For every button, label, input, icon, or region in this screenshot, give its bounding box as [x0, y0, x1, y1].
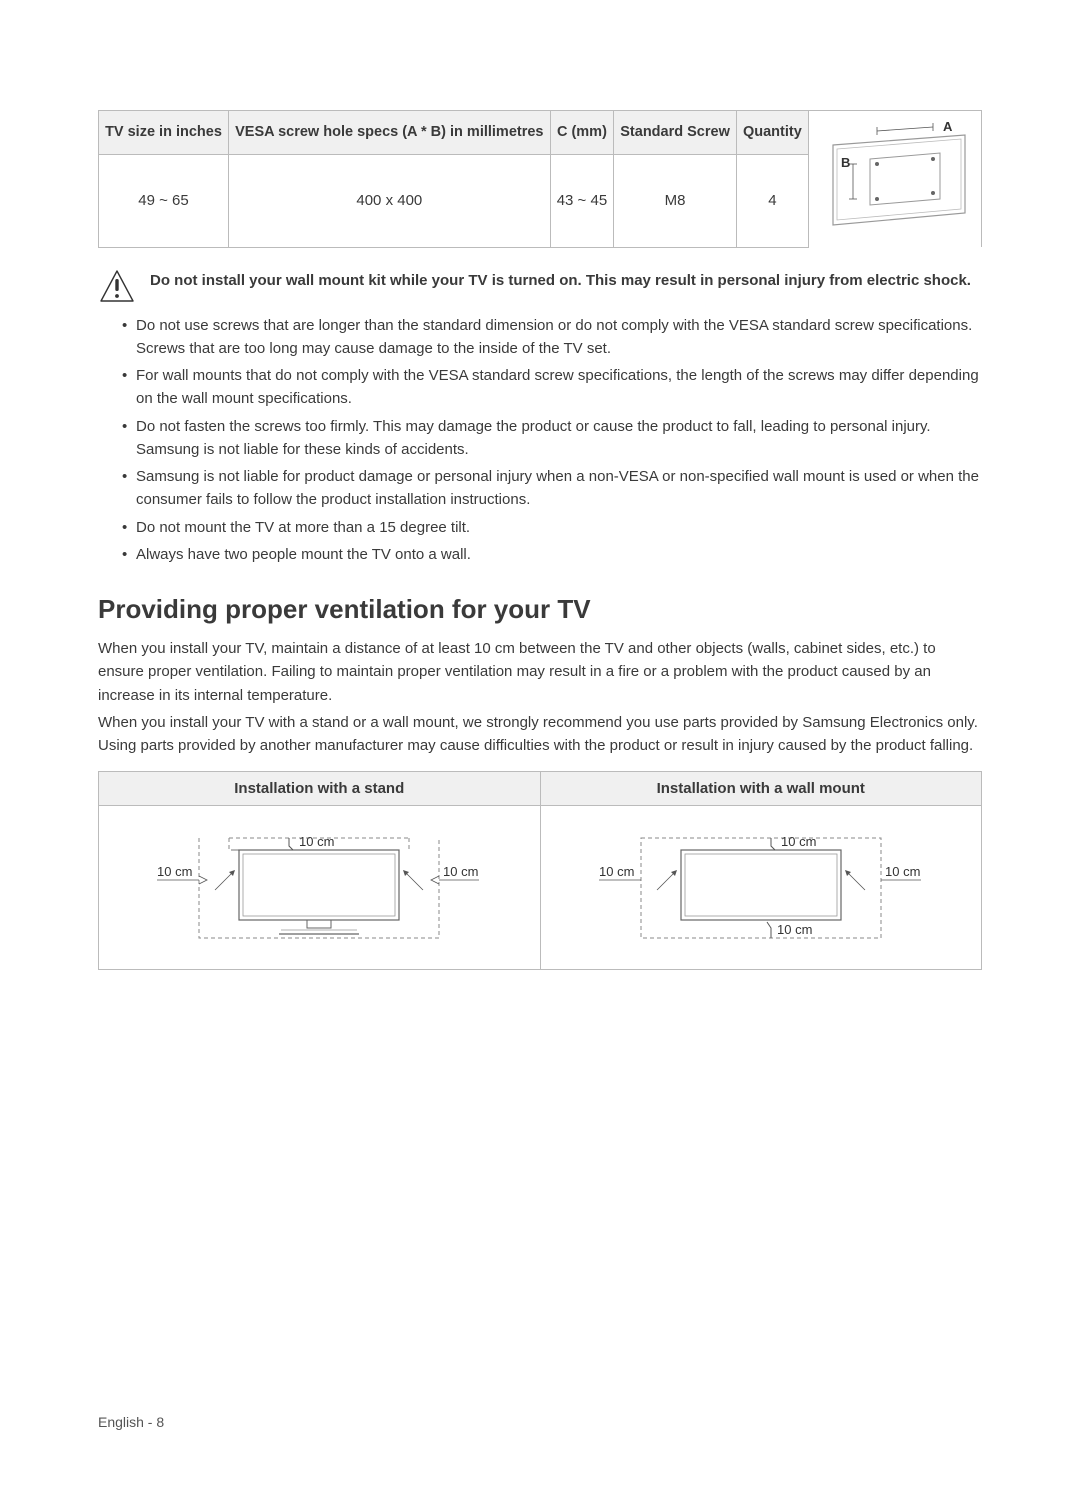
bullet-item: Always have two people mount the TV onto…	[122, 543, 982, 566]
th-tvsize: TV size in inches	[99, 111, 229, 155]
td-wallmount-diagram: 10 cm 10 cm 10 cm 10 cm	[540, 806, 982, 970]
th-cmm: C (mm)	[550, 111, 614, 155]
warning-icon	[98, 268, 136, 306]
td-cmm: 43 ~ 45	[550, 154, 614, 247]
th-diagram: A B	[808, 111, 981, 248]
page-footer: English - 8	[98, 1414, 164, 1430]
bullet-item: Do not mount the TV at more than a 15 de…	[122, 516, 982, 539]
diagram-label-b: B	[841, 155, 850, 170]
warning-text: Do not install your wall mount kit while…	[150, 268, 971, 293]
vesa-specs-table: TV size in inches VESA screw hole specs …	[98, 110, 982, 248]
ventilation-para1: When you install your TV, maintain a dis…	[98, 637, 982, 707]
warning-bullets: Do not use screws that are longer than t…	[98, 314, 982, 567]
th-wallmount: Installation with a wall mount	[540, 772, 982, 806]
td-standardscrew: M8	[614, 154, 737, 247]
diagram-label-a: A	[943, 119, 953, 134]
ventilation-heading: Providing proper ventilation for your TV	[98, 594, 982, 625]
svg-text:10 cm: 10 cm	[599, 864, 634, 879]
svg-text:10 cm: 10 cm	[777, 922, 812, 937]
td-tvsize: 49 ~ 65	[99, 154, 229, 247]
svg-text:10 cm: 10 cm	[157, 864, 192, 879]
th-quantity: Quantity	[736, 111, 808, 155]
td-stand-diagram: 10 cm 10 cm 10 cm	[99, 806, 541, 970]
stand-installation-diagram: 10 cm 10 cm 10 cm	[129, 820, 509, 950]
th-vesa: VESA screw hole specs (A * B) in millime…	[228, 111, 550, 155]
ventilation-para2: When you install your TV with a stand or…	[98, 711, 982, 758]
installation-table: Installation with a stand Installation w…	[98, 771, 982, 970]
bullet-item: Do not use screws that are longer than t…	[122, 314, 982, 361]
bullet-item: Do not fasten the screws too firmly. Thi…	[122, 415, 982, 462]
svg-text:10 cm: 10 cm	[443, 864, 478, 879]
vesa-diagram: A B	[815, 117, 975, 237]
wallmount-installation-diagram: 10 cm 10 cm 10 cm 10 cm	[571, 820, 951, 950]
svg-text:10 cm: 10 cm	[885, 864, 920, 879]
bullet-item: Samsung is not liable for product damage…	[122, 465, 982, 512]
th-standardscrew: Standard Screw	[614, 111, 737, 155]
bullet-item: For wall mounts that do not comply with …	[122, 364, 982, 411]
td-vesa: 400 x 400	[228, 154, 550, 247]
svg-text:10 cm: 10 cm	[781, 834, 816, 849]
warning-block: Do not install your wall mount kit while…	[98, 268, 982, 306]
th-stand: Installation with a stand	[99, 772, 541, 806]
td-quantity: 4	[736, 154, 808, 247]
svg-text:10 cm: 10 cm	[299, 834, 334, 849]
